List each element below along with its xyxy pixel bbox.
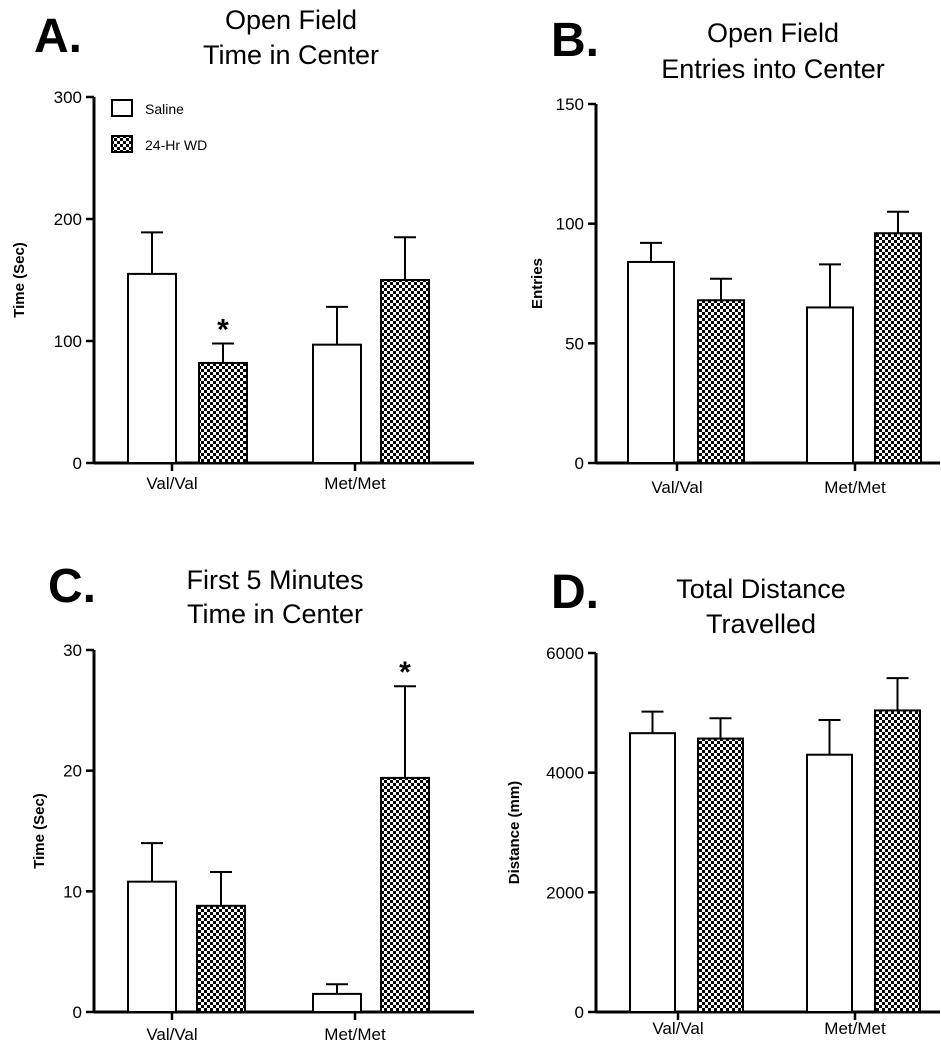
panel-letter: B.	[551, 14, 599, 67]
legend-swatch	[111, 135, 133, 153]
y-tick-label: 10	[63, 882, 82, 901]
y-axis-label: Entries	[529, 258, 546, 309]
panel-letter: A.	[34, 10, 82, 63]
legend-label: Saline	[145, 101, 184, 117]
bar-24-hr-wd	[380, 279, 430, 464]
chart-title-line: Total Distance	[676, 574, 846, 604]
legend-swatch	[111, 99, 133, 117]
y-tick-label: 6000	[546, 644, 584, 663]
bar-24-hr-wd	[198, 361, 248, 464]
significance-star: *	[399, 656, 411, 689]
panel-a: A. Open Field Time in Center 0 100 200 300 Time…	[11, 5, 474, 493]
bar-saline	[312, 992, 362, 1014]
y-tick-label: 150	[556, 95, 584, 114]
bar-24-hr-wd	[196, 904, 246, 1014]
y-tick-label: 0	[73, 454, 82, 473]
significance-star: *	[217, 313, 229, 346]
x-tick-label: Met/Met	[324, 1025, 386, 1044]
y-axis-label: Distance (mm)	[506, 781, 523, 884]
y-tick-label: 50	[565, 334, 584, 353]
y-tick-label: 2000	[546, 883, 584, 902]
y-tick-label: 100	[54, 332, 82, 351]
bar-24-hr-wd	[697, 737, 744, 1013]
chart-title-line: Travelled	[706, 609, 816, 639]
panel-d: D. Total Distance Travelled 0 2000 4000 6000 Di…	[506, 566, 940, 1038]
y-tick-label: 0	[73, 1003, 82, 1022]
y-tick-label: 4000	[546, 764, 584, 783]
panel-c: C. First 5 Minutes Time in Center 0 10 20 30 Ti…	[31, 560, 474, 1044]
x-tick-label: Met/Met	[824, 1019, 886, 1038]
x-tick-label: Met/Met	[824, 478, 886, 497]
x-tick-label: Val/Val	[146, 1025, 197, 1044]
y-tick-label: 300	[54, 88, 82, 107]
chart-title-line: Time in Center	[187, 599, 363, 629]
y-tick-label: 0	[575, 1003, 584, 1022]
bar-24-hr-wd	[874, 232, 922, 464]
chart-title-line: Entries into Center	[661, 54, 885, 84]
y-tick-label: 100	[556, 215, 584, 234]
x-tick-label: Val/Val	[652, 1019, 703, 1038]
panel-letter: D.	[551, 566, 599, 619]
bar-saline	[127, 880, 177, 1013]
chart-title-line: Open Field	[225, 5, 357, 35]
y-tick-label: 200	[54, 210, 82, 229]
chart-title-line: Open Field	[707, 18, 839, 48]
bar-24-hr-wd	[874, 709, 921, 1013]
y-axis-label: Time (Sec)	[31, 793, 48, 869]
bar-saline	[806, 306, 854, 464]
bar-24-hr-wd	[697, 299, 745, 464]
bar-saline	[629, 732, 676, 1014]
bar-saline	[627, 260, 675, 464]
x-tick-label: Met/Met	[324, 474, 386, 493]
legend-label: 24-Hr WD	[145, 137, 207, 153]
y-tick-label: 0	[575, 454, 584, 473]
y-axis-label: Time (Sec)	[11, 242, 28, 318]
y-tick-label: 20	[63, 762, 82, 781]
panel-letter: C.	[48, 560, 96, 613]
chart-title-line: First 5 Minutes	[186, 565, 363, 595]
x-tick-label: Val/Val	[651, 478, 702, 497]
bar-saline	[806, 753, 853, 1013]
chart-title-line: Time in Center	[203, 40, 379, 70]
x-tick-label: Val/Val	[146, 474, 197, 493]
y-tick-label: 30	[63, 641, 82, 660]
bar-saline	[312, 343, 362, 464]
bar-24-hr-wd	[380, 776, 430, 1014]
bar-saline	[127, 272, 177, 464]
panel-b: B. Open Field Entries into Center 0 50 100 150…	[529, 14, 940, 497]
